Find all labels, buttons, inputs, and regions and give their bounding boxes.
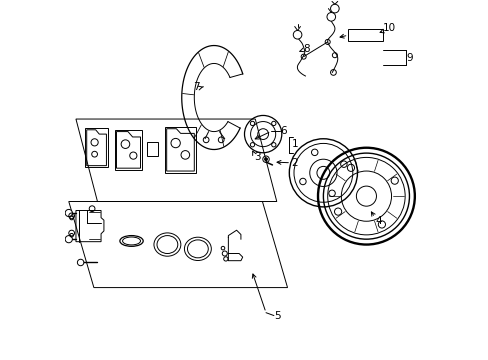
Circle shape <box>77 259 83 266</box>
Circle shape <box>264 158 267 161</box>
Circle shape <box>326 13 335 21</box>
Text: 4: 4 <box>375 216 381 226</box>
Circle shape <box>293 31 301 39</box>
Text: 2: 2 <box>291 158 297 168</box>
Circle shape <box>65 235 72 243</box>
Text: 10: 10 <box>383 23 395 33</box>
Text: 7: 7 <box>193 82 200 93</box>
Circle shape <box>330 4 339 13</box>
Text: 3: 3 <box>253 152 260 162</box>
Text: 1: 1 <box>291 139 297 149</box>
Text: 6: 6 <box>279 126 286 136</box>
Text: 9: 9 <box>406 53 412 63</box>
Circle shape <box>65 210 72 217</box>
Text: 5: 5 <box>274 311 280 320</box>
Text: 8: 8 <box>302 44 309 54</box>
